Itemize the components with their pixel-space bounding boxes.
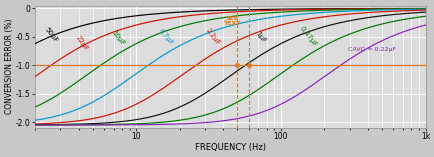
Text: CAVG = 0.22μF: CAVG = 0.22μF (348, 47, 396, 52)
Y-axis label: CONVERSION ERROR (%): CONVERSION ERROR (%) (5, 19, 14, 114)
Text: 0.47μF: 0.47μF (298, 25, 317, 48)
Text: 2.2μF: 2.2μF (204, 27, 221, 46)
Text: 1μF: 1μF (253, 30, 266, 44)
Text: 10μF: 10μF (110, 29, 125, 47)
Text: 4.7μF: 4.7μF (157, 27, 174, 46)
Text: SEE
TEXT: SEE TEXT (223, 16, 240, 26)
X-axis label: FREQUENCY (Hz): FREQUENCY (Hz) (194, 143, 265, 152)
Text: 50μF: 50μF (44, 26, 59, 44)
Text: 22μF: 22μF (74, 35, 89, 52)
